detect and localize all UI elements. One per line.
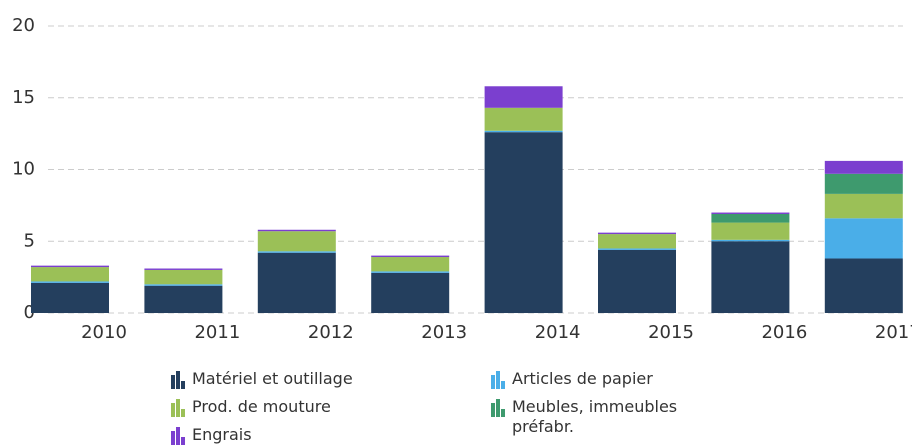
bar-segment <box>31 267 109 282</box>
legend-item: Meubles, immeubles préfabr. <box>490 397 720 437</box>
y-tick-label: 5 <box>24 230 35 251</box>
legend-item: Engrais <box>170 425 400 445</box>
bar-segment <box>144 284 223 286</box>
legend-label: Articles de papier <box>512 369 653 388</box>
legend-icon-bar <box>171 403 175 417</box>
bar-segment <box>144 268 223 270</box>
legend-icon-bar <box>181 409 185 417</box>
legend-icon <box>171 371 185 389</box>
legend-icon <box>491 371 505 389</box>
bar-segment <box>144 269 223 285</box>
legend-label: Engrais <box>192 425 252 444</box>
bar-segment <box>371 257 450 272</box>
bar-segment <box>31 265 109 268</box>
bar-segment <box>711 212 790 214</box>
legend-icon-bar <box>501 409 505 417</box>
bar-segment <box>711 213 790 223</box>
legend-label: Meubles, immeubles préfabr. <box>512 397 678 436</box>
legend-icon-bar <box>491 403 495 417</box>
bar-segment <box>598 248 676 250</box>
legend-icon-bar <box>171 431 175 445</box>
bar-segment <box>371 272 450 313</box>
legend-icon-bar <box>181 437 185 445</box>
bar-segment <box>371 271 450 273</box>
bar-segment <box>257 251 336 253</box>
x-tick-label: 2014 <box>535 322 581 343</box>
legend-label: Prod. de mouture <box>192 397 331 416</box>
bar-segment <box>371 255 450 258</box>
bar-segment <box>484 86 563 108</box>
bar-segment <box>144 285 223 313</box>
legend-icon-bar <box>491 375 495 389</box>
legend-icon-bar <box>496 399 500 417</box>
bar-segment <box>31 281 109 283</box>
legend-item: Prod. de mouture <box>170 397 400 417</box>
x-tick-label: 2015 <box>648 322 694 343</box>
bar-segment <box>824 193 903 219</box>
bar-segment <box>824 160 903 174</box>
legend-icon <box>171 427 185 445</box>
x-tick-label: 2016 <box>761 322 807 343</box>
bar-segment <box>257 229 336 232</box>
x-tick-label: 2012 <box>308 322 354 343</box>
x-tick-label: 2017 <box>875 322 912 343</box>
bar-segment <box>31 282 109 313</box>
legend-item: Articles de papier <box>490 369 720 389</box>
chart: 0 5 10 15 20 2010 2011 2012 2013 2014 2015 2016 2017 <box>12 15 912 343</box>
x-tick-label: 2011 <box>194 322 240 343</box>
bar-segment <box>598 249 676 313</box>
legend-item: Matériel et outillage <box>170 369 400 389</box>
legend-icon <box>171 399 185 417</box>
bar-segment <box>484 132 563 313</box>
bar-segment <box>824 258 903 313</box>
bar-segment <box>598 234 676 249</box>
x-tick-label: 2013 <box>421 322 467 343</box>
bar-segment <box>257 231 336 252</box>
legend-icon-bar <box>176 427 180 445</box>
legend-icon <box>491 399 505 417</box>
bar-segment <box>711 222 790 240</box>
bar-segment <box>824 218 903 259</box>
legend-icon-bar <box>501 381 505 389</box>
legend-icon-bar <box>496 371 500 389</box>
bar-segment <box>711 239 790 242</box>
bar-segment <box>824 173 903 194</box>
bar-segment <box>484 107 563 131</box>
bar-segment <box>257 252 336 313</box>
legend-icon-bar <box>176 371 180 389</box>
legend-icon-bar <box>181 381 185 389</box>
bar-segment <box>598 232 676 235</box>
x-tick-label: 2010 <box>81 322 127 343</box>
bar-segment <box>711 241 790 313</box>
legend-icon-bar <box>171 375 175 389</box>
legend-icon-bar <box>176 399 180 417</box>
y-tick-label: 0 <box>24 302 35 323</box>
y-tick-label: 20 <box>12 15 35 36</box>
legend-label: Matériel et outillage <box>192 369 353 388</box>
y-tick-label: 10 <box>12 159 35 180</box>
bar-segment <box>484 130 563 133</box>
y-tick-label: 15 <box>12 87 35 108</box>
